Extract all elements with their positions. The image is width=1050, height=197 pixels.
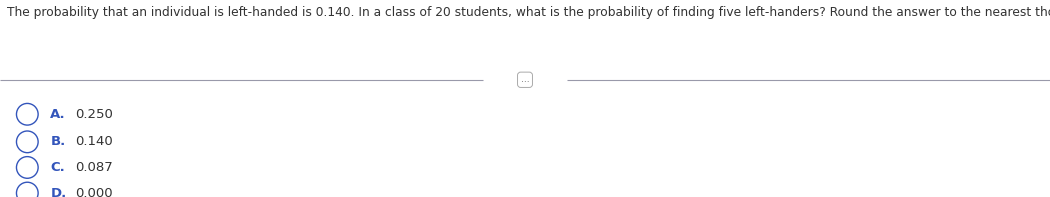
Text: D.: D. — [50, 187, 66, 197]
Text: 0.000: 0.000 — [76, 187, 113, 197]
Text: B.: B. — [50, 135, 66, 148]
Text: C.: C. — [50, 161, 65, 174]
Text: The probability that an individual is left-handed is 0.140. In a class of 20 stu: The probability that an individual is le… — [7, 6, 1050, 19]
Text: 0.140: 0.140 — [76, 135, 113, 148]
Text: 0.250: 0.250 — [76, 108, 113, 121]
Text: ...: ... — [521, 75, 529, 84]
Text: A.: A. — [50, 108, 66, 121]
Text: 0.087: 0.087 — [76, 161, 113, 174]
